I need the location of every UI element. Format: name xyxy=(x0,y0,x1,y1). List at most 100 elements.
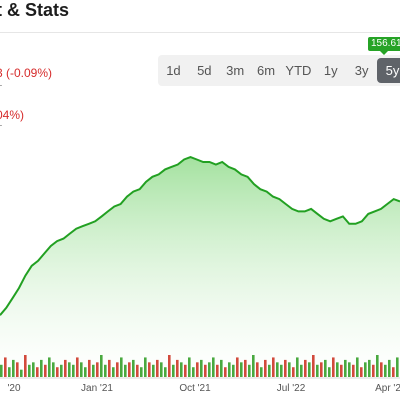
range-selector: 1d 5d 3m 6m YTD 1y 3y 5y xyxy=(158,55,400,86)
volume-bar xyxy=(148,362,151,377)
volume-bar xyxy=(68,362,71,377)
x-tick-label: Jan '21 xyxy=(81,383,113,394)
volume-bar xyxy=(276,362,279,377)
volume-bar xyxy=(272,357,275,377)
volume-bar xyxy=(256,362,259,377)
volume-bar xyxy=(240,362,243,377)
volume-bar xyxy=(196,362,199,377)
after-hours-change-sub: T xyxy=(0,124,2,135)
volume-bar xyxy=(40,359,43,377)
volume-bar xyxy=(100,355,103,377)
price-line xyxy=(0,156,400,316)
volume-bar xyxy=(12,359,15,377)
volume-bar xyxy=(208,362,211,377)
volume-bar xyxy=(312,355,315,377)
price-change-sub: T xyxy=(0,84,2,95)
x-tick-label: Jul '22 xyxy=(276,383,306,394)
volume-bar xyxy=(176,359,179,377)
volume-bar xyxy=(124,364,127,377)
volume-bar xyxy=(252,355,255,377)
range-1y-button[interactable]: 1y xyxy=(323,63,338,78)
volume-bar xyxy=(376,355,379,377)
after-hours-change: 04%) xyxy=(0,108,25,122)
volume-bar xyxy=(392,367,395,377)
volume-bar xyxy=(204,364,207,377)
volume-bar xyxy=(228,362,231,377)
volume-bar xyxy=(64,359,67,377)
range-1d-button[interactable]: 1d xyxy=(166,63,181,78)
volume-bar xyxy=(168,355,171,377)
volume-bar xyxy=(20,369,23,377)
volume-bar xyxy=(56,367,59,377)
volume-bar xyxy=(320,362,323,377)
range-5d-button[interactable]: 5d xyxy=(197,63,212,78)
volume-bar xyxy=(48,357,51,377)
x-tick-label: '20 xyxy=(7,383,21,394)
x-tick-label: Apr '2 xyxy=(375,383,400,394)
range-5y-button[interactable]: 5y xyxy=(377,58,400,83)
volume-bar xyxy=(132,359,135,377)
range-ytd-button[interactable]: YTD xyxy=(285,63,312,78)
volume-bar xyxy=(332,357,335,377)
volume-bar xyxy=(372,364,375,377)
volume-bar xyxy=(76,357,79,377)
volume-bar xyxy=(104,364,107,377)
volume-bar xyxy=(300,364,303,377)
volume-bar xyxy=(288,362,291,377)
volume-bar xyxy=(120,357,123,377)
volume-bar xyxy=(356,357,359,377)
volume-bar xyxy=(172,364,175,377)
volume-bar xyxy=(308,362,311,377)
volume-bar xyxy=(368,359,371,377)
volume-bar xyxy=(232,364,235,377)
volume-bar xyxy=(72,364,75,377)
volume-bar xyxy=(60,364,63,377)
x-tick-label: Oct '21 xyxy=(179,383,211,394)
volume-bar xyxy=(16,362,19,377)
volume-bar xyxy=(84,367,87,377)
volume-bar xyxy=(264,359,267,377)
volume-bar xyxy=(164,367,167,377)
volume-bar xyxy=(336,362,339,377)
volume-bar xyxy=(136,364,139,377)
volume-bar xyxy=(156,359,159,377)
volume-bar xyxy=(348,362,351,377)
volume-bar xyxy=(140,367,143,377)
volume-bar xyxy=(32,362,35,377)
volume-bar xyxy=(152,364,155,377)
volume-bar xyxy=(280,364,283,377)
range-6m-button[interactable]: 6m xyxy=(257,63,276,78)
volume-bar xyxy=(128,362,131,377)
volume-bar xyxy=(260,367,263,377)
volume-bar xyxy=(328,367,331,377)
volume-bar xyxy=(200,359,203,377)
volume-bar xyxy=(80,362,83,377)
volume-bar xyxy=(192,367,195,377)
volume-bars xyxy=(0,355,399,377)
volume-bar xyxy=(144,357,147,377)
price-area xyxy=(0,157,400,378)
volume-bar xyxy=(44,364,47,377)
volume-bar xyxy=(360,367,363,377)
volume-bar xyxy=(8,367,11,377)
price-change: 3 (-0.09%) xyxy=(0,66,53,80)
volume-bar xyxy=(384,364,387,377)
volume-bar xyxy=(28,364,31,377)
volume-bar xyxy=(216,364,219,377)
volume-bar xyxy=(344,359,347,377)
volume-bar xyxy=(304,359,307,377)
volume-bar xyxy=(52,362,55,377)
section-title: t & Stats xyxy=(0,0,70,20)
volume-bar xyxy=(92,364,95,377)
volume-bar xyxy=(96,362,99,377)
volume-bar xyxy=(352,364,355,377)
volume-bar xyxy=(184,364,187,377)
volume-bar xyxy=(244,359,247,377)
range-3m-button[interactable]: 3m xyxy=(226,63,245,78)
volume-bar xyxy=(236,357,239,377)
volume-bar xyxy=(108,359,111,377)
volume-bar xyxy=(88,359,91,377)
volume-bar xyxy=(268,364,271,377)
range-3y-button[interactable]: 3y xyxy=(354,63,369,78)
